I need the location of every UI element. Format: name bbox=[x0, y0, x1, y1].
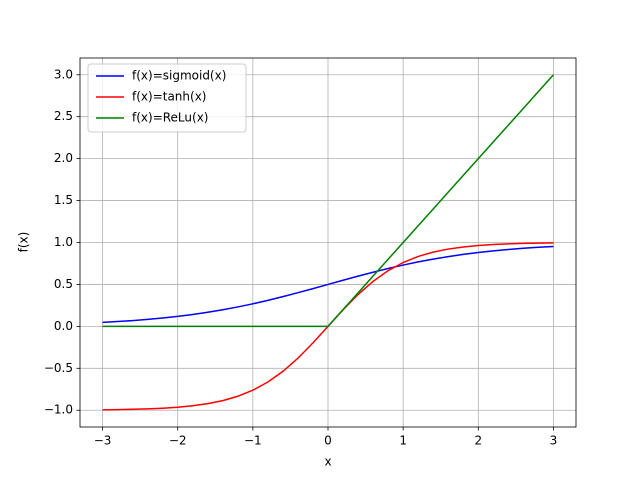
x-tick-label: −3 bbox=[94, 434, 112, 448]
y-tick-label: 3.0 bbox=[54, 67, 73, 81]
series-line bbox=[102, 245, 554, 324]
x-tick-label: 2 bbox=[474, 434, 482, 448]
y-tick-label: −0.5 bbox=[44, 361, 73, 375]
plot-frame bbox=[79, 57, 577, 428]
legend-label: f(x)=sigmoid(x) bbox=[132, 69, 226, 83]
x-tick-label: 3 bbox=[550, 434, 558, 448]
legend-label: f(x)=tanh(x) bbox=[132, 90, 206, 104]
legend-label: f(x)=ReLu(x) bbox=[132, 111, 208, 125]
y-tick-label: −1.0 bbox=[44, 403, 73, 417]
x-tick-label: −1 bbox=[244, 434, 262, 448]
y-tick-label: 0.0 bbox=[54, 319, 73, 333]
series-line bbox=[102, 74, 555, 328]
x-tick-label: 1 bbox=[399, 434, 407, 448]
y-tick-label: 0.5 bbox=[54, 277, 73, 291]
y-tick-label: 1.0 bbox=[54, 235, 73, 249]
legend-box bbox=[87, 63, 247, 133]
x-axis-label: x bbox=[324, 455, 331, 469]
y-tick-label: 2.5 bbox=[54, 109, 73, 123]
x-tick-label: −2 bbox=[169, 434, 187, 448]
y-tick-label: 1.5 bbox=[54, 193, 73, 207]
y-tick-label: 2.0 bbox=[54, 151, 73, 165]
y-axis-label: f(x) bbox=[17, 232, 31, 253]
x-tick-label: 0 bbox=[324, 434, 332, 448]
